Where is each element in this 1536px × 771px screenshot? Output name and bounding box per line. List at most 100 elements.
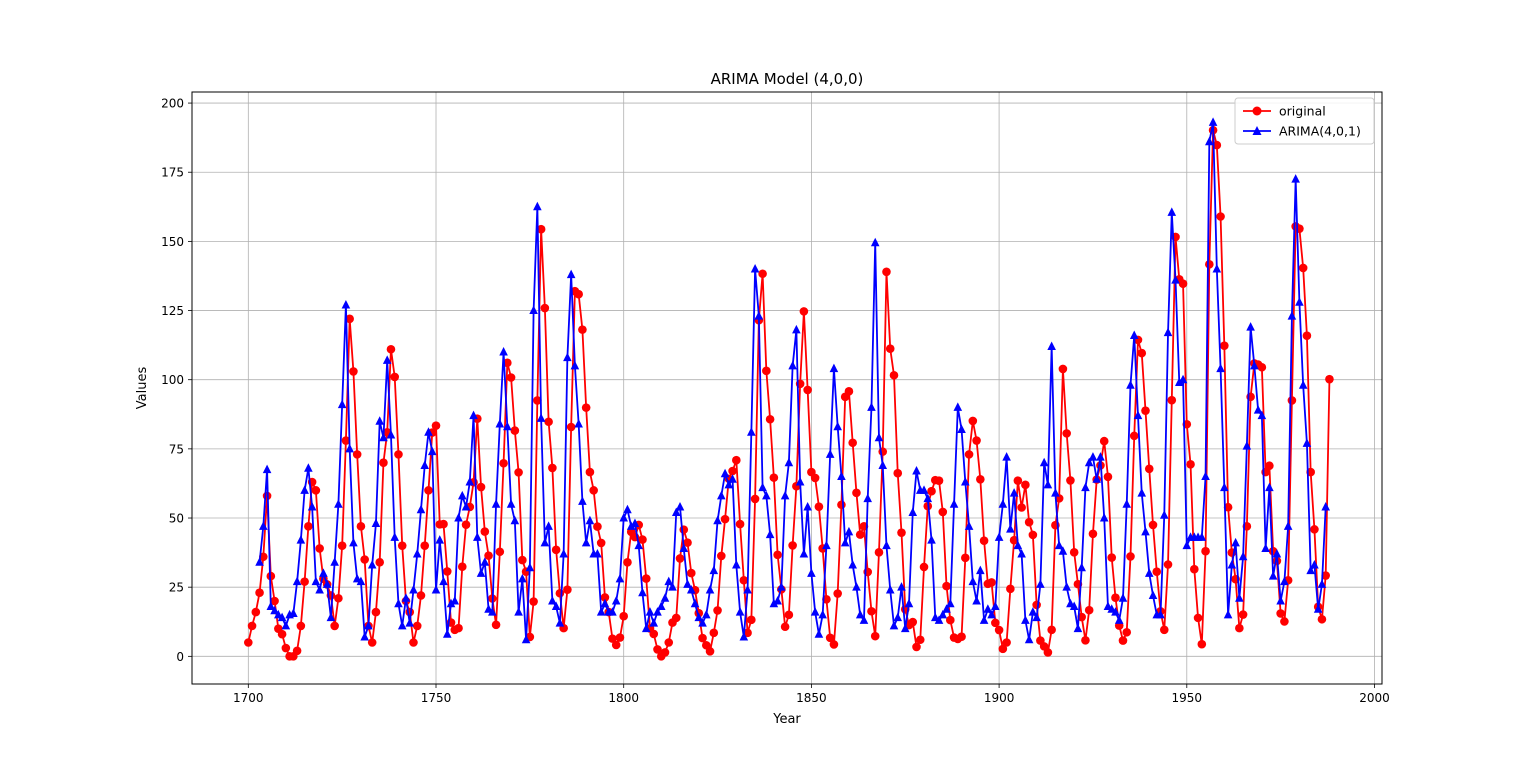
data-point xyxy=(765,529,775,539)
data-point xyxy=(1144,464,1154,474)
data-point xyxy=(341,436,351,445)
data-point xyxy=(1231,537,1240,547)
y-tick-label: 175 xyxy=(161,166,184,180)
data-point xyxy=(961,477,970,486)
data-point xyxy=(908,507,918,516)
data-point xyxy=(844,526,854,536)
data-point xyxy=(780,622,790,632)
data-point xyxy=(1017,503,1026,512)
data-point xyxy=(859,615,869,624)
data-point xyxy=(1159,510,1169,519)
data-point xyxy=(382,355,392,364)
data-point xyxy=(555,618,565,627)
data-point xyxy=(600,593,610,602)
data-point xyxy=(345,314,354,324)
data-point xyxy=(814,629,824,638)
data-point xyxy=(480,527,490,536)
data-point xyxy=(1287,311,1297,320)
data-point xyxy=(825,633,835,643)
data-point xyxy=(1084,457,1094,467)
data-point xyxy=(292,576,302,586)
data-point xyxy=(994,625,1004,635)
data-point xyxy=(566,422,576,432)
data-point xyxy=(450,596,460,605)
data-point xyxy=(758,269,767,279)
data-point xyxy=(596,607,606,616)
data-point xyxy=(829,640,839,649)
data-point xyxy=(491,620,501,630)
data-point xyxy=(991,601,1000,611)
data-point xyxy=(705,647,715,656)
data-point xyxy=(810,607,820,616)
data-point xyxy=(780,490,790,500)
legend-box xyxy=(1234,97,1375,145)
data-point xyxy=(416,504,426,514)
data-point xyxy=(1223,609,1233,619)
data-point xyxy=(1280,576,1289,586)
data-point xyxy=(690,598,700,608)
data-point xyxy=(495,418,505,428)
data-point xyxy=(773,550,782,560)
data-point xyxy=(882,267,891,277)
data-point xyxy=(1096,452,1105,461)
data-point xyxy=(311,486,321,495)
data-point xyxy=(536,224,546,234)
data-point xyxy=(525,562,535,572)
data-point xyxy=(484,551,493,560)
data-point xyxy=(792,324,801,334)
data-point xyxy=(1043,479,1053,489)
data-point xyxy=(1051,488,1060,497)
data-point xyxy=(439,576,448,586)
data-point xyxy=(660,593,670,602)
data-point xyxy=(795,477,805,486)
data-point xyxy=(608,634,617,643)
data-point xyxy=(803,385,812,395)
data-point xyxy=(499,458,508,468)
data-point xyxy=(908,617,918,627)
data-point xyxy=(1099,436,1109,446)
data-point xyxy=(1257,410,1267,420)
data-point xyxy=(705,584,715,594)
data-point xyxy=(247,621,257,631)
data-point xyxy=(442,629,452,638)
data-point xyxy=(1208,117,1218,126)
data-point xyxy=(1047,341,1056,350)
data-point xyxy=(1028,607,1038,616)
data-point xyxy=(623,504,632,514)
data-point xyxy=(709,628,719,638)
data-point xyxy=(769,473,779,482)
data-point xyxy=(1223,502,1233,512)
y-tick-label: 25 xyxy=(169,581,184,595)
data-point xyxy=(961,553,970,563)
data-point xyxy=(671,507,681,516)
data-point xyxy=(1302,438,1312,447)
data-point xyxy=(878,460,888,469)
data-point xyxy=(720,468,730,478)
data-point xyxy=(822,540,831,550)
data-point xyxy=(1283,521,1293,530)
data-point xyxy=(1047,625,1056,635)
data-point xyxy=(461,501,471,511)
data-point xyxy=(1152,567,1162,576)
data-point xyxy=(1257,362,1267,372)
data-point xyxy=(427,446,437,456)
data-point xyxy=(386,344,396,354)
data-point xyxy=(1298,263,1308,273)
data-point xyxy=(409,584,418,594)
data-point xyxy=(870,237,880,247)
data-point xyxy=(1272,548,1282,558)
data-point xyxy=(1287,396,1297,405)
data-point xyxy=(360,555,369,564)
data-point xyxy=(244,638,253,647)
data-point xyxy=(585,467,595,477)
data-point xyxy=(923,493,933,503)
data-point xyxy=(548,596,557,605)
data-point xyxy=(1238,551,1248,561)
data-point xyxy=(1193,613,1203,623)
data-point xyxy=(964,450,974,459)
y-axis-label: Values xyxy=(135,367,150,410)
x-tick-label: 1700 xyxy=(233,691,264,705)
data-point xyxy=(998,499,1008,508)
data-point xyxy=(1235,623,1244,633)
data-point xyxy=(747,427,756,436)
